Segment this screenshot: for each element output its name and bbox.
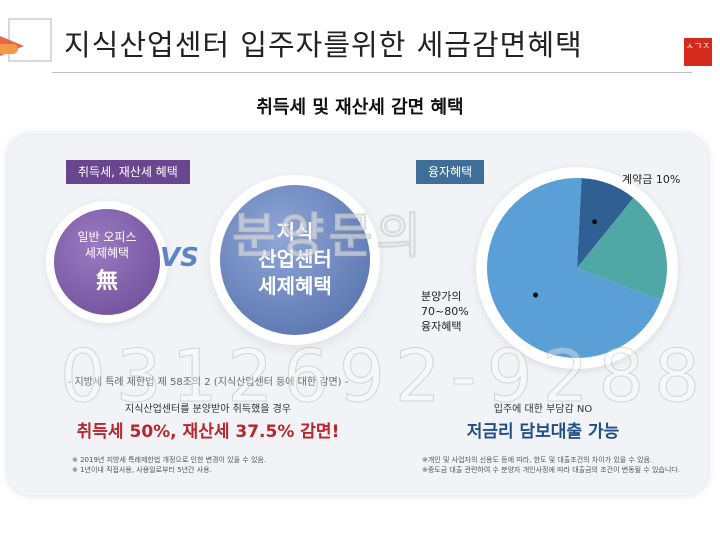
knowledge-center-label-3: 세제혜택 <box>258 274 332 298</box>
page-title: 지식산업센터 입주자를위한 세금감면혜택 <box>64 28 583 62</box>
tax-benefit-tag: 취득세, 재산세 혜택 <box>66 160 190 184</box>
knowledge-center-label-1: 지식 <box>276 220 314 244</box>
logo-accent-icon <box>0 44 18 54</box>
tax-footnotes: ※ 2019년 지방세 특례제한법 개정으로 인한 변경이 있을 수 있음. ※… <box>72 455 266 475</box>
pie-label-loan-line-2: 70~80% <box>421 305 469 318</box>
loan-benefit-tag: 융자혜택 <box>416 160 485 184</box>
pie-slice-2 <box>577 197 667 301</box>
header: 지식산업센터 입주자를위한 세금감면혜택 ㅅㄱㅈ <box>0 0 720 72</box>
pie-label-contract: 계약금 10% <box>622 173 681 186</box>
general-office-label-2: 세제혜택 <box>84 246 130 260</box>
pie-label-loan-line-1: 분양가의 <box>421 290 462 303</box>
tax-footnote-1: ※ 2019년 지방세 특례제한법 개정으로 인한 변경이 있을 수 있음. <box>72 456 267 464</box>
loan-highlight: 저금리 담보대출 가능 <box>466 422 620 442</box>
watermark-name: 분양문의 <box>232 208 425 265</box>
loan-footnotes: ※개인 및 사업자의 신용도 등에 따라, 한도 및 대출조건의 차이가 있을 … <box>422 455 680 475</box>
pie-label-loan-line-3: 융자혜택 <box>421 320 462 333</box>
pie-slice-1 <box>487 178 662 358</box>
general-office-value: 無 <box>95 269 118 294</box>
tax-highlight: 취득세 50%, 재산세 37.5% 감면! <box>76 422 340 442</box>
tax-footnote-2: ※ 1년이내 직접사용, 사용일로부터 5년간 사용. <box>72 466 212 474</box>
knowledge-center-circle: 지식 산업센터 세제혜택 <box>220 185 370 335</box>
loan-pie-chart <box>487 178 667 358</box>
tax-condition: 지식산업센터를 분양받아 취득했을 경우 <box>125 404 291 415</box>
loan-footnote-2: ※중도금 대출 관련하여 수 분양자 개인사정에 따라 대출금의 조건이 변동될… <box>422 466 680 474</box>
vs-label: VS <box>160 243 199 273</box>
brand-logo: ㅅㄱㅈ <box>684 38 712 66</box>
general-office-circle: 일반 오피스 세제혜택 無 <box>54 209 160 315</box>
knowledge-center-label-2: 산업센터 <box>258 247 332 271</box>
section-subtitle: 취득세 및 재산세 감면 혜택 <box>256 97 464 118</box>
loan-condition: 입주에 대한 부담감 NO <box>493 404 593 415</box>
pie-slice-marker-0 <box>592 219 598 225</box>
law-reference: - 지방세 특례 제한법 제 58조의 2 (지식산업센터 등에 대한 감면) … <box>67 377 349 388</box>
watermark-phone: 0312692-9288 <box>60 334 710 419</box>
pie-label-loan: 분양가의 70~80% 융자혜택 <box>421 289 469 334</box>
benefit-panel: 취득세, 재산세 혜택 일반 오피스 세제혜택 無 VS 지식 산업센터 세제혜… <box>8 135 708 495</box>
general-office-label-1: 일반 오피스 <box>77 230 137 244</box>
pie-slice-marker-1 <box>533 292 539 298</box>
header-divider <box>52 72 692 73</box>
pie-slice-0 <box>577 178 634 268</box>
loan-footnote-1: ※개인 및 사업자의 신용도 등에 따라, 한도 및 대출조건의 차이가 있을 … <box>422 456 653 464</box>
